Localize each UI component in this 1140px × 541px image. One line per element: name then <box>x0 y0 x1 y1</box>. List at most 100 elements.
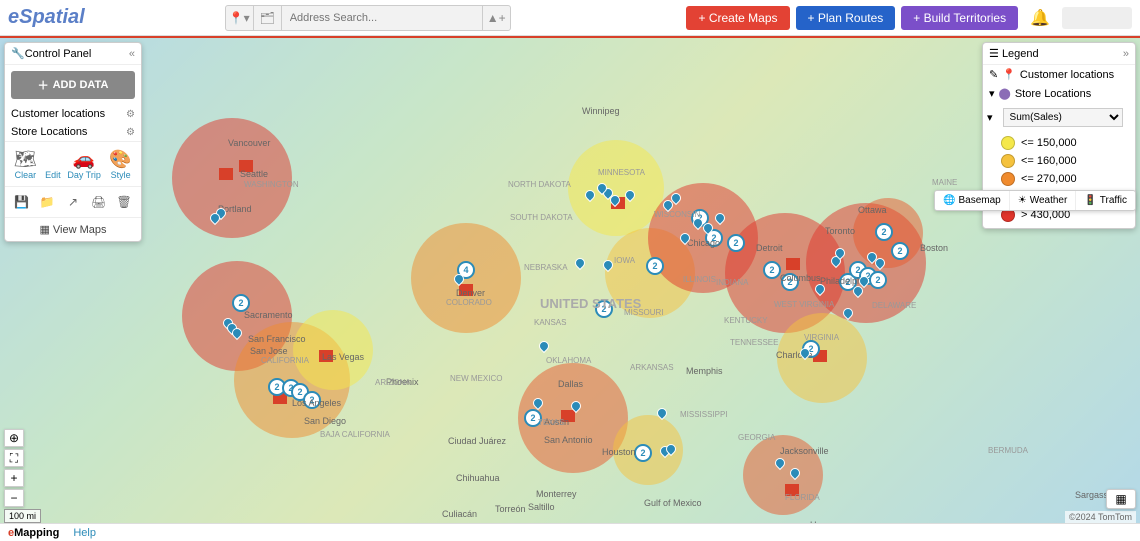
tool-daytrip[interactable]: 🚗Day Trip <box>67 148 101 180</box>
cluster-marker[interactable]: 2 <box>875 223 893 241</box>
pin-icon: 📍 <box>1002 68 1016 81</box>
store-marker[interactable] <box>239 160 253 172</box>
map-label: SOUTH DAKOTA <box>510 213 573 222</box>
map-icon: 🗺 <box>12 148 38 170</box>
plus-icon: ＋ <box>38 77 49 93</box>
tool-row: 🗺Clear Edit 🚗Day Trip 🎨Style <box>5 141 141 186</box>
basemap-toggle[interactable]: 🌐Basemap <box>935 191 1010 210</box>
layers-icon[interactable]: 🗂 <box>254 6 282 30</box>
grid-toggle-button[interactable]: ▦ <box>1106 489 1136 509</box>
store-marker[interactable] <box>459 284 473 296</box>
zoom-target-button[interactable]: ⊕ <box>4 429 24 447</box>
sun-icon: ☀ <box>1018 195 1027 206</box>
print-icon[interactable]: 🖨 <box>89 193 109 211</box>
collapse-icon[interactable]: » <box>1123 48 1129 60</box>
zoom-in-button[interactable]: + <box>4 469 24 487</box>
store-marker[interactable] <box>319 350 333 362</box>
store-marker[interactable] <box>785 484 799 496</box>
map-label: Gulf of Mexico <box>644 498 702 508</box>
control-panel-header: 🔧 Control Panel « <box>5 43 141 65</box>
cluster-marker[interactable]: 2 <box>646 257 664 275</box>
create-maps-button[interactable]: + Create Maps <box>686 6 789 30</box>
cluster-marker[interactable]: 2 <box>524 409 542 427</box>
map-label: Memphis <box>686 366 723 376</box>
folder-icon[interactable]: 📁 <box>37 193 57 211</box>
pin-icon[interactable]: 📍▾ <box>226 6 254 30</box>
cluster-marker[interactable]: 2 <box>891 242 909 260</box>
customer-pin[interactable] <box>573 256 587 270</box>
legend-title: Legend <box>1002 48 1039 60</box>
legend-item-label: <= 270,000 <box>1021 173 1077 185</box>
legend-metric-select[interactable]: Sum(Sales) <box>1003 108 1123 127</box>
search-bar: 📍▾ 🗂 ▲+ <box>225 5 511 31</box>
cluster-marker[interactable]: 2 <box>781 273 799 291</box>
map-background: 4222222222222222222222UNITED STATESVanco… <box>0 38 1140 523</box>
cluster-marker[interactable]: 2 <box>303 391 321 409</box>
map-label: Culiacán <box>442 509 477 519</box>
tool-edit[interactable]: Edit <box>45 148 61 180</box>
map-label: MISSISSIPPI <box>680 410 728 419</box>
view-maps-label: View Maps <box>53 224 107 236</box>
user-menu[interactable] <box>1062 7 1132 29</box>
add-data-button[interactable]: ＋ ADD DATA <box>11 71 135 99</box>
save-icon[interactable]: 💾 <box>12 193 32 211</box>
cluster-marker[interactable]: 2 <box>232 294 250 312</box>
zoom-extent-button[interactable]: ⛶ <box>4 449 24 467</box>
build-territories-button[interactable]: + Build Territories <box>901 6 1018 30</box>
legend-layer-stores[interactable]: ▾ ⬤ Store Locations <box>983 84 1135 103</box>
share-icon[interactable]: ↗ <box>63 193 83 211</box>
logo: eSpatial <box>8 6 85 29</box>
chevron-down-icon: ▾ <box>987 111 993 124</box>
weather-toggle[interactable]: ☀Weather <box>1010 191 1077 210</box>
globe-icon: 🌐 <box>943 195 955 206</box>
pencil-icon: ✎ <box>989 68 998 81</box>
collapse-icon[interactable]: « <box>129 48 135 60</box>
zoom-out-button[interactable]: − <box>4 489 24 507</box>
search-input[interactable] <box>282 12 482 24</box>
cluster-marker[interactable]: 2 <box>727 234 745 252</box>
list-icon: ☰ <box>989 47 999 60</box>
layer-store-locations[interactable]: Store Locations ⚙ <box>5 123 141 141</box>
tool-style[interactable]: 🎨Style <box>108 148 134 180</box>
control-panel: 🔧 Control Panel « ＋ ADD DATA Customer lo… <box>4 42 142 242</box>
grid-icon: ▦ <box>39 224 49 236</box>
map-label: NEW MEXICO <box>450 374 502 383</box>
map-label: Phoenix <box>386 377 419 387</box>
legend-item: <= 270,000 <box>983 170 1135 188</box>
help-link[interactable]: Help <box>73 527 96 539</box>
traffic-icon: 🚦 <box>1084 195 1096 206</box>
legend-label: Store Locations <box>1015 88 1091 100</box>
footer-logo: eMapping <box>8 527 59 539</box>
cluster-marker[interactable]: 2 <box>763 261 781 279</box>
radius-circle <box>293 310 373 390</box>
layer-customer-locations[interactable]: Customer locations ⚙ <box>5 105 141 123</box>
cluster-marker[interactable]: 2 <box>595 300 613 318</box>
header-actions: + Create Maps + Plan Routes + Build Terr… <box>686 6 1132 30</box>
map-label: Havana <box>810 520 841 523</box>
map-label: NORTH DAKOTA <box>508 180 571 189</box>
legend-swatch <box>1001 136 1015 150</box>
customer-pin[interactable] <box>537 339 551 353</box>
map-canvas[interactable]: 4222222222222222222222UNITED STATESVanco… <box>0 36 1140 523</box>
store-marker[interactable] <box>561 410 575 422</box>
gear-icon[interactable]: ⚙ <box>126 127 135 138</box>
view-maps-button[interactable]: ▦ View Maps <box>5 217 141 241</box>
footer: eMapping Help <box>0 523 1140 541</box>
notifications-icon[interactable]: 🔔 <box>1024 8 1056 28</box>
cluster-marker[interactable]: 2 <box>634 444 652 462</box>
add-location-icon[interactable]: ▲+ <box>482 6 510 30</box>
map-scale: 100 mi <box>4 509 41 523</box>
traffic-toggle[interactable]: 🚦Traffic <box>1076 191 1135 210</box>
gear-icon[interactable]: ⚙ <box>126 109 135 120</box>
store-marker[interactable] <box>786 258 800 270</box>
legend-item: <= 160,000 <box>983 152 1135 170</box>
delete-icon[interactable]: 🗑 <box>114 193 134 211</box>
cluster-marker[interactable]: 2 <box>869 271 887 289</box>
store-marker[interactable] <box>219 168 233 180</box>
plan-routes-button[interactable]: + Plan Routes <box>796 6 896 30</box>
legend-layer-customers[interactable]: ✎ 📍 Customer locations <box>983 65 1135 84</box>
chevron-down-icon: ▾ <box>989 87 995 100</box>
map-label: Torreón <box>495 504 526 514</box>
map-label: Chihuahua <box>456 473 500 483</box>
tool-clear[interactable]: 🗺Clear <box>12 148 38 180</box>
